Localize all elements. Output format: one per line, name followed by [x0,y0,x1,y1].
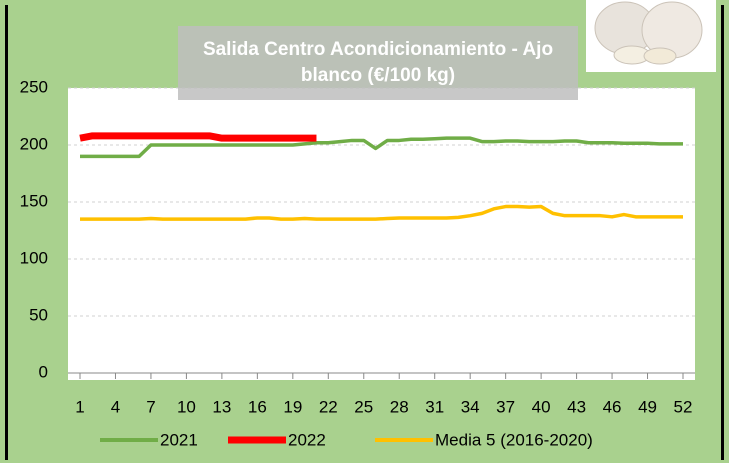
y-tick-label: 50 [29,305,48,324]
x-tick-label: 22 [319,397,338,416]
x-tick-label: 4 [111,397,120,416]
border-left [5,5,8,460]
x-tick-label: 25 [354,397,373,416]
x-tick-label: 46 [603,397,622,416]
x-tick-label: 28 [390,397,409,416]
legend-label: Media 5 (2016-2020) [435,430,593,449]
y-tick-label: 0 [39,362,48,381]
plot-area [68,88,695,380]
x-tick-label: 10 [177,397,196,416]
x-tick-label: 1 [75,397,84,416]
x-tick-label: 37 [496,397,515,416]
legend-label: 2021 [160,430,198,449]
x-tick-label: 31 [425,397,444,416]
legend-label: 2022 [288,430,326,449]
x-tick-label: 7 [146,397,155,416]
x-tick-label: 19 [283,397,302,416]
x-tick-label: 34 [461,397,480,416]
y-tick-label: 200 [20,134,48,153]
x-tick-label: 52 [674,397,693,416]
border-right [721,5,724,460]
y-tick-label: 100 [20,248,48,267]
x-tick-label: 43 [567,397,586,416]
x-tick-label: 16 [248,397,267,416]
series-line [80,136,316,138]
page: 0 50 100 150 200 250 1 4 7 10 13 16 19 22 25 28 31 34 37 40… [0,0,729,463]
y-tick-label: 150 [20,191,48,210]
x-tick-label: 13 [212,397,231,416]
x-tick-label: 40 [532,397,551,416]
x-tick-label: 49 [638,397,657,416]
y-tick-label: 250 [20,77,48,96]
garlic-image [586,0,716,72]
chart-title: Salida Centro Acondicionamiento - Ajo bl… [178,26,578,100]
